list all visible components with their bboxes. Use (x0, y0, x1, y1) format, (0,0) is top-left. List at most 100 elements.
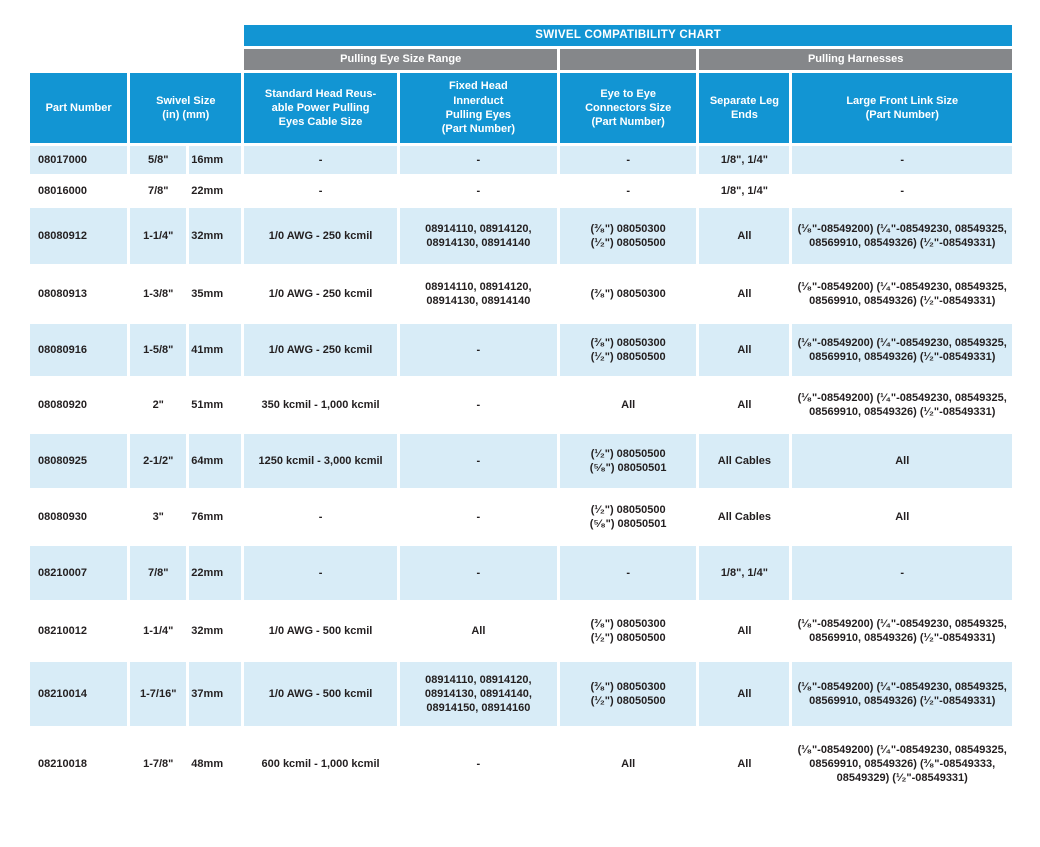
cell-eye-to-eye: (³⁄₈") 08050300 (590, 287, 666, 300)
col-header-fixed-head: Fixed Head Innerduct Pulling Eyes (Part … (399, 73, 558, 143)
cell-size-mm: 32mm (191, 624, 224, 637)
cell-leg-ends: All (699, 208, 790, 264)
cell-fixed-head: - (399, 434, 558, 488)
cell-eye-to-eye: (³⁄₈") 08050300 (¹⁄₂") 08050500 (560, 208, 697, 264)
band-row-spacer (30, 49, 241, 70)
col-header-standard-head: Standard Head Reus- able Power Pulling E… (244, 73, 397, 143)
col-header-swivel-size: Swivel Size (in) (mm) (130, 73, 242, 143)
table-row: 08210012 1-1/4" 32mm 1/0 AWG - 500 kcmil All… (30, 603, 1012, 659)
cell-standard-head: 1/0 AWG - 250 kcmil (244, 208, 397, 264)
table-row: 08016000 7/8" 22mm - - - 1/8", 1/4" - (30, 177, 1012, 205)
cell-front-link: - (792, 546, 1012, 600)
cell-leg-ends: 1/8", 1/4" (699, 546, 790, 600)
cell-eye-to-eye: - (560, 146, 697, 174)
cell-size-mm: 76mm (191, 510, 224, 523)
col-header-large-front-link: Large Front Link Size (Part Number) (792, 73, 1012, 143)
cell-part-number: 08017000 (30, 146, 128, 174)
cell-front-link: All (895, 510, 910, 523)
cell-size-in: 2" (152, 398, 164, 411)
band-pulling-harnesses: Pulling Harnesses (699, 49, 1012, 70)
cell-eye-to-eye: - (626, 184, 630, 197)
cell-fixed-head: All (471, 624, 486, 637)
chart-title: SWIVEL COMPATIBILITY CHART (244, 25, 1012, 46)
cell-part-number: 08080912 (30, 208, 128, 264)
band-spacer-eye-to-eye (560, 49, 697, 70)
cell-leg-ends: All (737, 757, 752, 770)
table-row: 08080913 1-3/8" 35mm 1/0 AWG - 250 kcmil 089… (30, 267, 1012, 321)
column-header-row: Part Number Swivel Size (in) (mm) Standa… (30, 73, 1012, 143)
cell-size-mm: 22mm (191, 184, 224, 197)
title-row-spacer (30, 25, 241, 46)
cell-leg-ends: All Cables (717, 510, 771, 523)
col-header-part-number: Part Number (30, 73, 128, 143)
cell-fixed-head: 08914110, 08914120, 08914130, 08914140 (399, 208, 558, 264)
cell-size-in: 7/8" (130, 546, 187, 600)
cell-size-mm: 48mm (191, 757, 224, 770)
cell-size-in: 1-1/4" (143, 624, 174, 637)
cell-size-mm: 64mm (189, 434, 242, 488)
cell-part-number: 08210014 (30, 662, 128, 726)
cell-part-number: 08016000 (38, 184, 87, 197)
cell-eye-to-eye: (¹⁄₂") 08050500 (⁵⁄₈") 08050501 (589, 503, 667, 530)
cell-part-number: 08080930 (38, 510, 87, 523)
cell-standard-head: - (318, 184, 323, 197)
cell-front-link: - (792, 146, 1012, 174)
swivel-compatibility-chart: SWIVEL COMPATIBILITY CHART Pulling Eye S… (27, 22, 1015, 802)
cell-front-link: (¹⁄₈"-08549200) (¹⁄₄"-08549230, 08549325… (792, 662, 1012, 726)
cell-size-in: 3" (152, 510, 164, 523)
cell-part-number: 08080913 (38, 287, 87, 300)
cell-standard-head: 1/0 AWG - 500 kcmil (268, 624, 373, 637)
cell-size-in: 1-5/8" (130, 324, 187, 376)
cell-front-link: - (900, 184, 905, 197)
cell-front-link: (¹⁄₈"-08549200) (¹⁄₄"-08549230, 08549325… (797, 391, 1007, 418)
cell-eye-to-eye: - (560, 546, 697, 600)
cell-eye-to-eye: All (621, 398, 636, 411)
table-row: 08080930 3" 76mm - - (¹⁄₂") 08050500 (⁵⁄₈") 0… (30, 491, 1012, 543)
cell-eye-to-eye: (³⁄₈") 08050300 (¹⁄₂") 08050500 (560, 324, 697, 376)
cell-standard-head: 1/0 AWG - 250 kcmil (244, 324, 397, 376)
cell-standard-head: 1/0 AWG - 250 kcmil (268, 287, 373, 300)
cell-leg-ends: All (737, 624, 752, 637)
cell-fixed-head: - (399, 324, 558, 376)
cell-leg-ends: All (699, 324, 790, 376)
cell-size-in: 1-7/16" (130, 662, 187, 726)
cell-part-number: 08080925 (30, 434, 128, 488)
cell-eye-to-eye: (¹⁄₂") 08050500 (⁵⁄₈") 08050501 (560, 434, 697, 488)
cell-leg-ends: 1/8", 1/4" (720, 184, 768, 197)
cell-eye-to-eye: (³⁄₈") 08050300 (¹⁄₂") 08050500 (560, 662, 697, 726)
cell-size-mm: 16mm (189, 146, 242, 174)
cell-size-in: 2-1/2" (130, 434, 187, 488)
cell-front-link: (¹⁄₈"-08549200) (¹⁄₄"-08549230, 08549325… (797, 617, 1007, 644)
band-pulling-eye-size-range: Pulling Eye Size Range (244, 49, 558, 70)
cell-leg-ends: All (737, 398, 752, 411)
cell-part-number: 08210012 (38, 624, 87, 637)
cell-standard-head: 1/0 AWG - 500 kcmil (244, 662, 397, 726)
cell-standard-head: - (318, 510, 323, 523)
cell-front-link: (¹⁄₈"-08549200) (¹⁄₄"-08549230, 08549325… (792, 208, 1012, 264)
cell-fixed-head: - (476, 398, 481, 411)
cell-leg-ends: All Cables (699, 434, 790, 488)
cell-standard-head: - (244, 146, 397, 174)
cell-eye-to-eye: All (621, 757, 636, 770)
cell-part-number: 08080920 (38, 398, 87, 411)
cell-part-number: 08210007 (30, 546, 128, 600)
cell-size-in: 7/8" (147, 184, 169, 197)
cell-size-mm: 32mm (189, 208, 242, 264)
col-header-separate-leg-ends: Separate Leg Ends (699, 73, 790, 143)
cell-front-link: (¹⁄₈"-08549200) (¹⁄₄"-08549230, 08549325… (797, 743, 1007, 785)
table-body: 08017000 5/8" 16mm - - -1/8", 1/4" -08016000 7/… (30, 146, 1012, 799)
band-row: Pulling Eye Size Range Pulling Harnesses (30, 49, 1012, 70)
table-row: 08080916 1-5/8" 41mm 1/0 AWG - 250 kcmil - (³… (30, 324, 1012, 376)
col-header-eye-to-eye: Eye to Eye Connectors Size (Part Number) (560, 73, 697, 143)
cell-size-in: 1-1/4" (130, 208, 187, 264)
cell-fixed-head: 08914110, 08914120, 08914130, 08914140 (425, 280, 532, 307)
cell-standard-head: - (244, 546, 397, 600)
cell-size-in: 1-7/8" (143, 757, 174, 770)
cell-size-mm: 22mm (189, 546, 242, 600)
cell-size-mm: 35mm (191, 287, 224, 300)
table-row: 08017000 5/8" 16mm - - -1/8", 1/4" - (30, 146, 1012, 174)
cell-front-link: (¹⁄₈"-08549200) (¹⁄₄"-08549230, 08549325… (797, 280, 1007, 307)
table-row: 08080920 2" 51mm 350 kcmil - 1,000 kcmil - Al… (30, 379, 1012, 431)
cell-part-number: 08080916 (30, 324, 128, 376)
cell-leg-ends: All (737, 287, 752, 300)
